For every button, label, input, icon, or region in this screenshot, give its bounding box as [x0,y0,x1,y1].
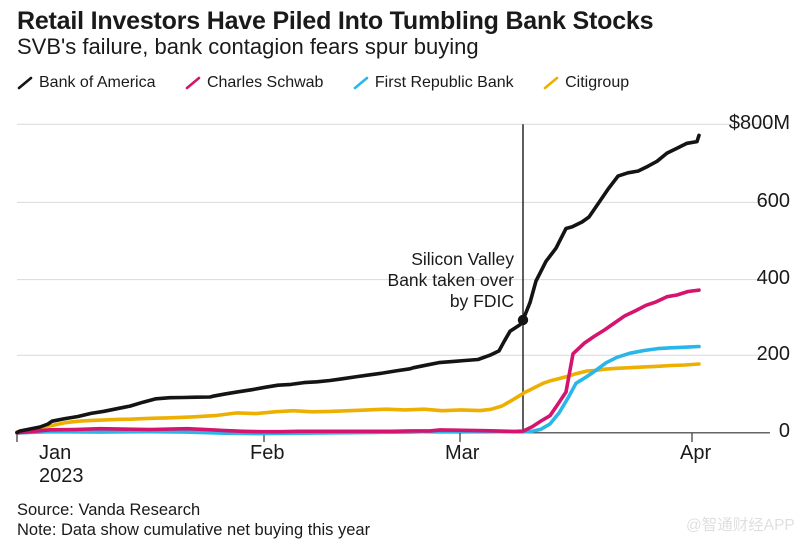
svg-text:2023: 2023 [39,465,84,487]
svg-text:Feb: Feb [250,442,284,464]
svg-text:Mar: Mar [445,442,480,464]
svg-text:600: 600 [757,190,790,212]
svg-text:Silicon Valley: Silicon Valley [411,249,514,269]
svg-text:400: 400 [757,267,790,289]
svg-text:Bank taken over: Bank taken over [388,270,515,290]
svg-text:200: 200 [757,343,790,365]
svg-text:Apr: Apr [680,442,711,464]
svg-text:$800M: $800M [729,112,790,134]
svg-text:by FDIC: by FDIC [450,291,514,311]
svg-text:Jan: Jan [39,442,71,464]
svg-text:0: 0 [779,420,790,442]
